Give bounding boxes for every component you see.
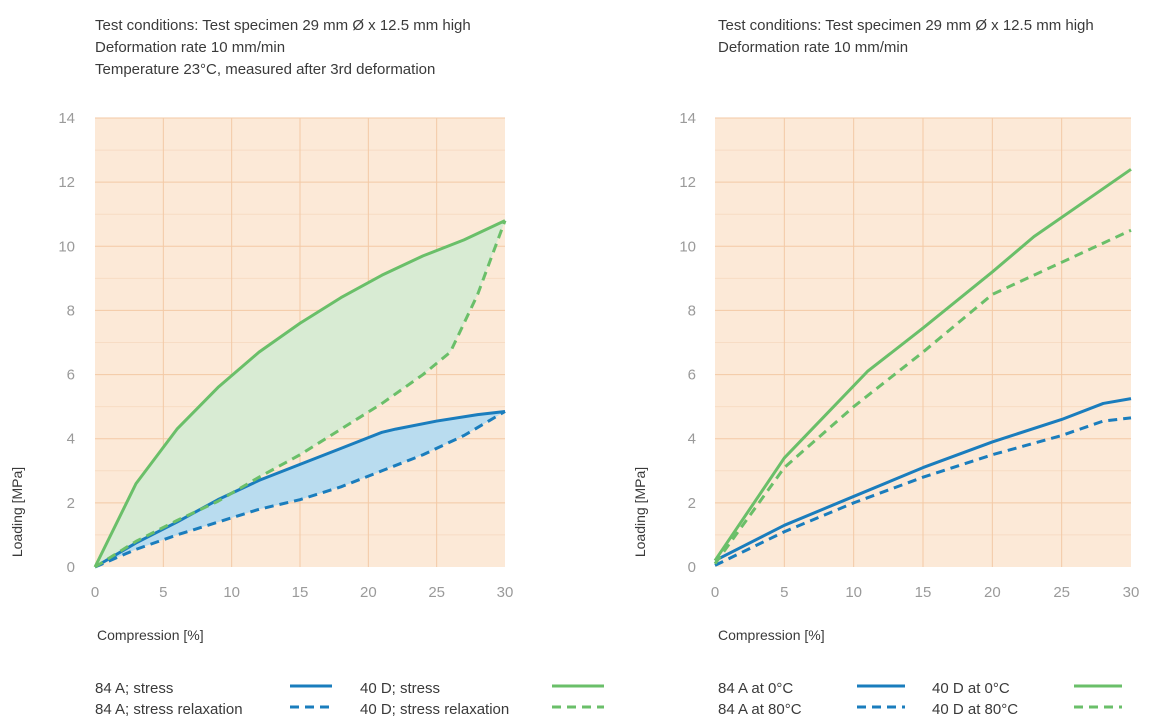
- x-tick-label: 5: [780, 584, 788, 601]
- test-conditions-line: Deformation rate 10 mm/min: [95, 39, 285, 56]
- legend-label: 84 A; stress: [95, 680, 173, 697]
- y-tick-label: 14: [679, 110, 696, 127]
- y-tick-label: 0: [67, 559, 75, 576]
- x-tick-label: 0: [711, 584, 719, 601]
- y-tick-label: 4: [688, 431, 696, 448]
- x-tick-label: 30: [1123, 584, 1140, 601]
- series-line: [94, 410, 506, 569]
- x-tick-label: 15: [915, 584, 932, 601]
- series-line: [713, 228, 1132, 565]
- y-tick-label: 14: [58, 110, 75, 127]
- x-tick-label: 30: [497, 584, 514, 601]
- y-tick-label: 12: [679, 174, 696, 191]
- series-line: [714, 416, 1132, 567]
- legend-label: 84 A at 80°C: [718, 701, 802, 718]
- legend-label: 40 D at 80°C: [932, 701, 1018, 718]
- y-axis-label: Loading [MPa]: [9, 467, 25, 557]
- legend: 84 A; stress 84 A; stress relaxation 40 D;…: [95, 680, 604, 718]
- y-tick-label: 0: [688, 559, 696, 576]
- y-tick-label: 10: [679, 238, 696, 255]
- x-axis-label: Compression [%]: [718, 627, 825, 643]
- test-conditions-line: Test conditions: Test specimen 29 mm Ø x…: [718, 17, 1094, 34]
- test-conditions-line: Test conditions: Test specimen 29 mm Ø x…: [95, 17, 471, 34]
- x-tick-label: 10: [845, 584, 862, 601]
- series-line: [93, 219, 506, 568]
- chart-1: Test conditions: Test specimen 29 mm Ø x…: [9, 17, 604, 718]
- legend-label: 84 A; stress relaxation: [95, 701, 243, 718]
- test-conditions-line: Temperature 23°C, measured after 3rd def…: [95, 61, 435, 78]
- y-tick-label: 2: [67, 495, 75, 512]
- x-tick-label: 20: [360, 584, 377, 601]
- legend-label: 40 D at 0°C: [932, 680, 1010, 697]
- y-tick-label: 2: [688, 495, 696, 512]
- y-tick-label: 8: [67, 302, 75, 319]
- x-tick-label: 25: [1053, 584, 1070, 601]
- chart-2: Test conditions: Test specimen 29 mm Ø x…: [632, 17, 1139, 718]
- series-line: [94, 220, 507, 569]
- shaded-area: [95, 220, 505, 567]
- x-tick-label: 25: [428, 584, 445, 601]
- y-tick-label: 6: [67, 367, 75, 384]
- x-tick-label: 20: [984, 584, 1001, 601]
- y-tick-label: 12: [58, 174, 75, 191]
- test-conditions-line: Deformation rate 10 mm/min: [718, 39, 908, 56]
- series-line: [713, 168, 1132, 562]
- x-tick-label: 15: [292, 584, 309, 601]
- series-line: [94, 409, 506, 569]
- legend-label: 40 D; stress: [360, 680, 440, 697]
- legend: 84 A at 0°C 84 A at 80°C 40 D at 0°C 40 D a…: [718, 680, 1122, 718]
- legend-label: 40 D; stress relaxation: [360, 701, 509, 718]
- x-tick-label: 5: [159, 584, 167, 601]
- y-tick-label: 10: [58, 238, 75, 255]
- y-tick-label: 6: [688, 367, 696, 384]
- y-tick-label: 8: [688, 302, 696, 319]
- x-tick-label: 10: [223, 584, 240, 601]
- x-axis-label: Compression [%]: [97, 627, 204, 643]
- legend-label: 84 A at 0°C: [718, 680, 793, 697]
- series-line: [714, 397, 1132, 562]
- x-tick-label: 0: [91, 584, 99, 601]
- y-axis-label: Loading [MPa]: [632, 467, 648, 557]
- y-tick-label: 4: [67, 431, 75, 448]
